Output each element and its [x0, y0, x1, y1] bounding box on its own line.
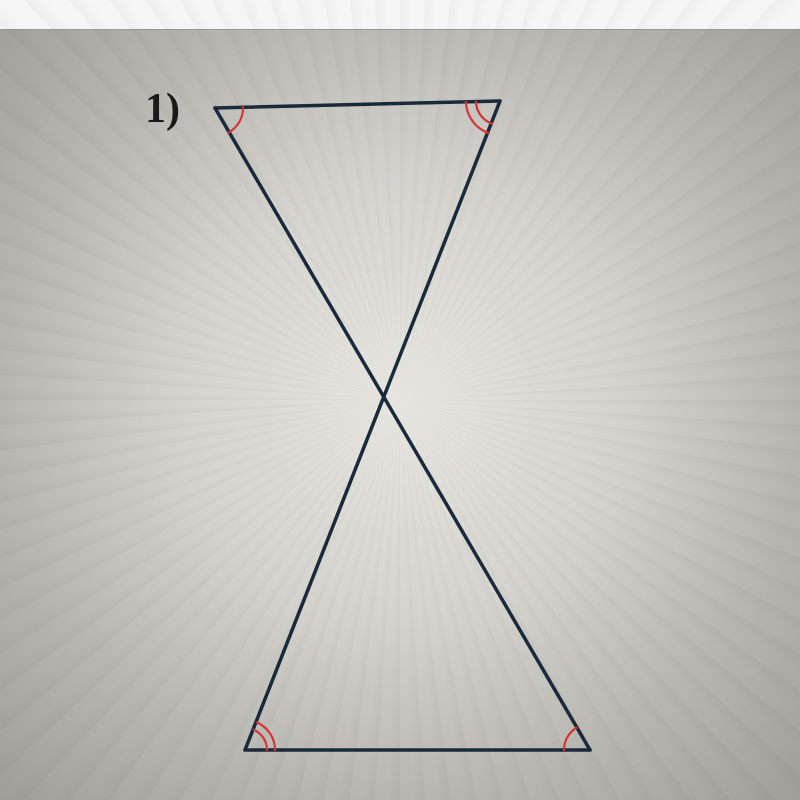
triangle-lines	[215, 101, 590, 750]
window-top-bar	[0, 0, 800, 30]
geometry-figure	[145, 85, 705, 785]
